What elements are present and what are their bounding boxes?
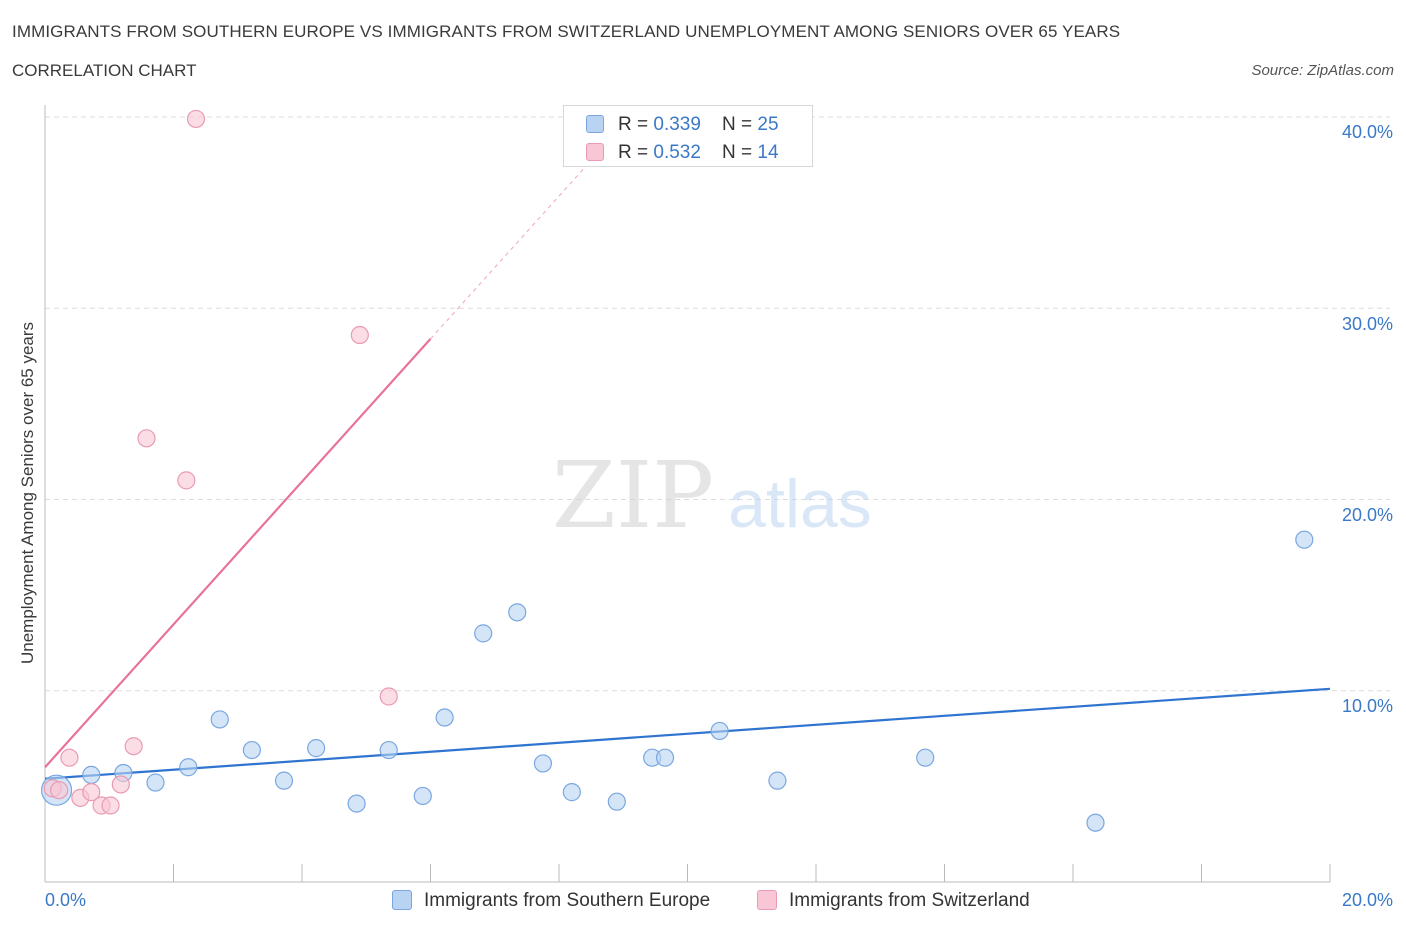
- r-label: R =: [618, 114, 654, 135]
- blue-data-point: [655, 748, 675, 767]
- pink-data-point: [137, 429, 156, 448]
- chart-subtitle: CORRELATION CHART: [12, 61, 197, 80]
- pink-data-point: [379, 687, 398, 706]
- blue-data-point: [474, 624, 493, 643]
- pink-data-point: [177, 471, 196, 490]
- blue-data-point: [82, 765, 101, 785]
- blue-data-point: [1086, 813, 1105, 832]
- legend-label: Immigrants from Southern Europe: [424, 890, 711, 911]
- watermark-atlas: atlas: [728, 466, 872, 542]
- n-label: N =: [722, 142, 758, 163]
- y-tick-label: 20.0%: [1341, 505, 1393, 525]
- watermark-zip: ZIP: [552, 442, 714, 549]
- legend-row-southern-europe: R = 0.339 N = 25: [586, 114, 779, 136]
- chart-title: IMMIGRANTS FROM SOUTHERN EUROPE VS IMMIG…: [12, 22, 1121, 41]
- legend-item-switzerland: Immigrants from Switzerland: [757, 890, 1030, 912]
- data-points: [40, 109, 1314, 832]
- r-value: 0.532: [653, 142, 701, 163]
- blue-data-point: [710, 721, 729, 741]
- blue-data-point: [274, 771, 294, 790]
- gridlines: [45, 116, 1390, 692]
- blue-data-point: [347, 794, 366, 813]
- blue-data-point: [533, 754, 553, 773]
- pink-swatch: [586, 143, 604, 161]
- blue-data-point: [146, 773, 165, 792]
- pink-data-point: [186, 109, 206, 129]
- pink-data-point: [82, 783, 101, 802]
- blue-data-point: [607, 792, 626, 811]
- blue-data-point: [435, 708, 454, 727]
- pink-data-point: [111, 775, 130, 794]
- blue-data-point: [379, 740, 398, 760]
- pink-data-point: [50, 781, 69, 800]
- pink-data-point: [60, 748, 79, 767]
- pink-data-point: [124, 737, 143, 756]
- axes: [44, 105, 1331, 883]
- pink-data-point: [350, 325, 369, 345]
- r-value: 0.339: [653, 114, 701, 135]
- x-tick-label: 20.0%: [1341, 890, 1393, 910]
- correlation-legend: R = 0.339 N = 25 R = 0.532 N = 14: [563, 105, 813, 167]
- blue-data-point: [210, 710, 229, 729]
- legend-row-switzerland: R = 0.532 N = 14: [586, 142, 779, 164]
- blue-data-point: [768, 771, 787, 790]
- blue-data-point: [508, 603, 527, 622]
- blue-data-point: [307, 739, 326, 758]
- y-tick-label: 30.0%: [1341, 314, 1393, 334]
- blue-data-point: [562, 783, 581, 802]
- pink-trend-line: [44, 338, 432, 768]
- watermark: ZIP atlas: [552, 442, 872, 549]
- blue-swatch: [586, 115, 604, 133]
- pink-data-point: [101, 796, 120, 815]
- n-value: 14: [757, 142, 779, 163]
- n-label: N =: [722, 114, 758, 135]
- pink-swatch: [757, 890, 777, 910]
- blue-data-point: [179, 758, 198, 777]
- blue-trend-line: [44, 687, 1331, 780]
- y-tick-label: 10.0%: [1341, 696, 1393, 716]
- blue-data-point: [916, 748, 935, 767]
- legend-label: Immigrants from Switzerland: [789, 890, 1030, 911]
- source-label: Source: ZipAtlas.com: [1251, 62, 1394, 79]
- pink-trend-extension: [430, 152, 598, 340]
- y-tick-label: 40.0%: [1341, 122, 1393, 142]
- blue-data-point: [1295, 530, 1314, 549]
- r-label: R =: [618, 142, 654, 163]
- trend-lines: [44, 152, 1331, 780]
- blue-data-point: [242, 740, 261, 760]
- legend-item-southern-europe: Immigrants from Southern Europe: [392, 890, 710, 912]
- x-tick-label: 0.0%: [45, 890, 87, 910]
- n-value: 25: [757, 114, 779, 135]
- blue-data-point: [413, 786, 432, 806]
- blue-swatch: [392, 890, 412, 910]
